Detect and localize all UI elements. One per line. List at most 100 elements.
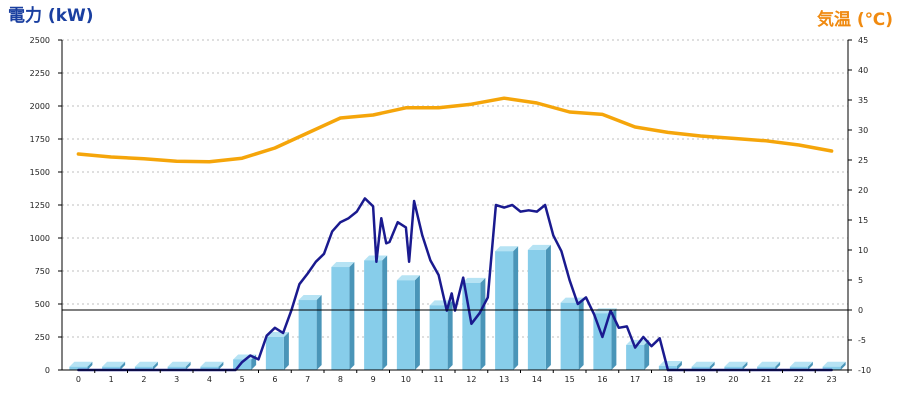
bar-side: [152, 361, 158, 370]
bar-9: [364, 255, 388, 370]
x-tick-label: 23: [827, 375, 837, 384]
x-tick-label: 15: [565, 375, 575, 384]
x-tick-label: 20: [728, 375, 738, 384]
bar-side: [120, 361, 126, 370]
bar-11: [429, 300, 453, 370]
bar-14: [527, 244, 551, 370]
bar-0: [69, 361, 93, 370]
bar-top: [134, 361, 158, 367]
bar-20: [724, 361, 748, 370]
right-tick-label: 20: [858, 186, 868, 195]
bar-21: [757, 361, 781, 370]
right-tick-label: 40: [858, 66, 868, 75]
x-tick-label: 21: [761, 375, 771, 384]
bar-face: [200, 366, 219, 370]
right-tick-label: -10: [858, 366, 871, 375]
x-tick-label: 19: [696, 375, 706, 384]
bar-face: [789, 366, 808, 370]
x-tick-label: 4: [207, 375, 212, 384]
bar-face: [822, 366, 841, 370]
axes: [58, 39, 852, 373]
bar-19: [691, 361, 715, 370]
bar-side: [218, 361, 224, 370]
tick-labels: 02505007501000125015001750200022502500-1…: [30, 36, 871, 384]
bar-face: [298, 300, 317, 370]
right-tick-label: 5: [858, 276, 863, 285]
bar-4: [200, 361, 224, 370]
bar-top: [462, 277, 486, 283]
bar-side: [414, 275, 420, 370]
x-tick-label: 10: [401, 375, 411, 384]
bar-side: [283, 332, 289, 370]
bar-face: [331, 267, 350, 370]
bar-22: [789, 361, 813, 370]
bar-top: [200, 361, 224, 367]
left-tick-label: 250: [35, 333, 50, 342]
bar-top: [495, 246, 519, 252]
right-axis-title: 気温 (℃): [816, 9, 893, 30]
right-tick-label: 35: [858, 96, 868, 105]
bar-top: [757, 361, 781, 367]
bar-15: [560, 297, 584, 370]
x-tick-label: 18: [663, 375, 673, 384]
left-tick-label: 500: [35, 300, 50, 309]
data-lines: [76, 96, 834, 372]
bar-face: [134, 366, 153, 370]
right-tick-label: 45: [858, 36, 868, 45]
left-tick-label: 750: [35, 267, 50, 276]
bar-side: [382, 255, 388, 370]
x-tick-label: 11: [434, 375, 444, 384]
bar-top: [298, 295, 322, 301]
x-tick-label: 6: [272, 375, 277, 384]
bar-face: [396, 280, 415, 370]
bar-23: [822, 361, 846, 370]
bar-face: [265, 337, 284, 370]
bar-top: [331, 262, 355, 268]
bar-side: [611, 308, 617, 370]
bar-face: [233, 359, 252, 370]
left-axis-title: 電力 (kW): [8, 5, 94, 26]
bar-side: [644, 339, 650, 370]
bar-top: [429, 300, 453, 306]
bar-face: [69, 366, 88, 370]
x-tick-label: 14: [532, 375, 542, 384]
bar-side: [316, 295, 322, 370]
bar-side: [545, 244, 551, 370]
bar-face: [167, 366, 186, 370]
bar-1: [102, 361, 126, 370]
left-tick-label: 1750: [30, 135, 50, 144]
bar-top: [691, 361, 715, 367]
bar-side: [87, 361, 93, 370]
bar-face: [495, 251, 514, 370]
x-tick-label: 17: [630, 375, 640, 384]
x-tick-label: 16: [597, 375, 607, 384]
bar-top: [724, 361, 748, 367]
x-tick-label: 8: [338, 375, 343, 384]
left-tick-label: 0: [45, 366, 50, 375]
bar-top: [102, 361, 126, 367]
x-tick-label: 3: [174, 375, 179, 384]
left-tick-label: 1500: [30, 168, 50, 177]
bar-top: [167, 361, 191, 367]
bar-side: [185, 361, 191, 370]
bar-top: [527, 244, 551, 250]
bar-face: [429, 305, 448, 370]
bar-top: [396, 275, 420, 281]
bar-top: [822, 361, 846, 367]
bar-top: [789, 361, 813, 367]
right-tick-label: 10: [858, 246, 868, 255]
bar-7: [298, 295, 322, 370]
bar-face: [724, 366, 743, 370]
bar-side: [676, 361, 682, 370]
bar-side: [513, 246, 519, 370]
bar-side: [742, 361, 748, 370]
x-tick-label: 9: [371, 375, 376, 384]
bar-2: [134, 361, 158, 370]
x-tick-label: 1: [109, 375, 114, 384]
left-tick-label: 1000: [30, 234, 50, 243]
bar-side: [578, 297, 584, 370]
x-tick-label: 0: [76, 375, 81, 384]
left-tick-label: 2250: [30, 69, 50, 78]
right-tick-label: 25: [858, 156, 868, 165]
